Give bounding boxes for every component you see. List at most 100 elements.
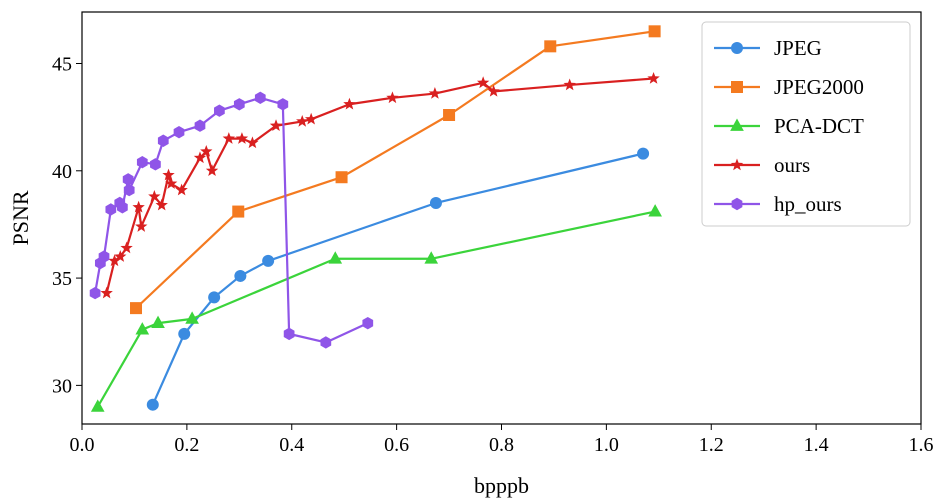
data-point-ours bbox=[647, 72, 660, 84]
y-tick-label: 40 bbox=[52, 161, 72, 183]
data-point-pca-dct bbox=[90, 399, 105, 412]
data-point-hp-ours bbox=[122, 173, 134, 186]
data-point-ours bbox=[100, 286, 113, 299]
data-point-jpeg2000 bbox=[335, 171, 348, 184]
x-tick-label: 0.4 bbox=[279, 434, 304, 456]
data-point-jpeg bbox=[178, 327, 191, 340]
data-point-ours bbox=[428, 87, 442, 99]
data-point-ours bbox=[343, 97, 356, 110]
series-pca-dct bbox=[90, 204, 662, 412]
data-point-hp-ours bbox=[320, 336, 332, 349]
data-point-ours bbox=[135, 220, 148, 232]
data-point-ours bbox=[164, 177, 178, 189]
data-point-ours bbox=[200, 144, 213, 157]
data-point-pca-dct bbox=[151, 315, 165, 329]
legend-label-pca-dct: PCA-DCT bbox=[774, 114, 864, 138]
data-point-jpeg2000 bbox=[130, 302, 143, 315]
data-point-ours bbox=[132, 200, 145, 213]
x-tick-label: 1.0 bbox=[594, 434, 619, 456]
legend-entry-pca-dct: PCA-DCT bbox=[714, 114, 864, 138]
data-point-hp-ours bbox=[283, 327, 295, 341]
x-tick-label: 0.8 bbox=[489, 434, 514, 456]
series-jpeg bbox=[146, 147, 650, 411]
data-point-ours bbox=[563, 78, 576, 91]
series-jpeg2000 bbox=[130, 25, 661, 315]
legend-entry-hp-ours: hp_ours bbox=[714, 192, 842, 216]
legend-entry-jpeg: JPEG bbox=[714, 36, 822, 60]
axis-layer: 0.0 0.2 0.4 0.6 0.8 1.0 1.2 1.4 1.6 30 35 40 45 bbox=[52, 54, 934, 457]
data-point-pca-dct bbox=[185, 311, 199, 324]
data-point-hp-ours bbox=[136, 156, 148, 169]
x-tick-label: 0.6 bbox=[384, 434, 409, 456]
data-point-ours bbox=[175, 183, 188, 196]
series-ours bbox=[100, 72, 660, 299]
data-point-jpeg2000 bbox=[443, 109, 456, 121]
data-point-ours bbox=[386, 91, 399, 104]
series-line-jpeg2000 bbox=[135, 30, 655, 309]
data-point-hp-ours bbox=[173, 125, 185, 139]
data-point-hp-ours bbox=[214, 104, 225, 117]
data-point-jpeg2000 bbox=[232, 205, 245, 218]
data-point-jpeg2000 bbox=[648, 25, 661, 38]
legend-marker-jpeg bbox=[731, 42, 743, 54]
series-line-ours bbox=[105, 77, 654, 294]
data-point-hp-ours bbox=[117, 201, 128, 214]
data-point-pca-dct bbox=[135, 322, 150, 335]
data-point-jpeg bbox=[146, 398, 159, 411]
y-tick-label: 35 bbox=[52, 268, 72, 290]
data-point-ours bbox=[193, 151, 207, 164]
data-point-pca-dct bbox=[328, 251, 343, 264]
data-point-ours bbox=[296, 114, 309, 127]
data-point-hp-ours bbox=[362, 316, 374, 330]
data-point-ours bbox=[476, 76, 490, 89]
x-tick-label: 0.0 bbox=[70, 434, 95, 456]
data-point-ours bbox=[162, 168, 175, 181]
data-point-ours bbox=[120, 241, 133, 254]
x-tick-label: 1.4 bbox=[804, 434, 829, 456]
legend-label-jpeg2000: JPEG2000 bbox=[774, 75, 864, 99]
data-point-pca-dct bbox=[424, 251, 439, 264]
x-tick-label: 1.6 bbox=[909, 434, 934, 456]
data-point-ours bbox=[114, 250, 127, 262]
data-point-ours bbox=[487, 84, 500, 97]
series-line-jpeg bbox=[151, 152, 644, 406]
data-point-pca-dct bbox=[648, 204, 662, 217]
legend: JPEG JPEG2000 PCA-DCT ours hp_ours bbox=[701, 21, 911, 227]
data-point-ours bbox=[155, 198, 168, 211]
series-line-pca-dct bbox=[96, 210, 656, 408]
data-point-ours bbox=[246, 136, 259, 149]
data-point-hp-ours bbox=[98, 250, 110, 263]
data-point-ours bbox=[205, 164, 219, 177]
data-point-ours bbox=[148, 190, 161, 202]
data-point-ours bbox=[269, 119, 283, 131]
series-hp-ours bbox=[89, 91, 374, 349]
y-axis-label: PSNR bbox=[8, 190, 33, 245]
legend-label-jpeg: JPEG bbox=[774, 36, 822, 60]
x-tick-label: 1.2 bbox=[699, 434, 724, 456]
data-point-jpeg bbox=[429, 196, 442, 209]
data-point-jpeg bbox=[208, 291, 221, 304]
data-point-ours bbox=[235, 132, 249, 144]
y-tick-label: 30 bbox=[52, 375, 72, 397]
data-point-hp-ours bbox=[105, 203, 117, 216]
legend-marker-ours bbox=[730, 158, 744, 171]
data-point-ours bbox=[222, 132, 236, 144]
legend-marker-jpeg2000 bbox=[731, 81, 743, 93]
data-point-jpeg bbox=[262, 254, 275, 267]
data-point-hp-ours bbox=[194, 119, 206, 132]
legend-box bbox=[701, 21, 911, 227]
data-point-hp-ours bbox=[150, 158, 161, 171]
data-point-hp-ours bbox=[89, 286, 101, 300]
legend-label-hp-ours: hp_ours bbox=[774, 192, 842, 216]
data-point-hp-ours bbox=[157, 134, 169, 147]
legend-entry-ours: ours bbox=[714, 153, 810, 177]
x-axis-label: bpppb bbox=[474, 473, 529, 498]
data-point-jpeg2000 bbox=[544, 40, 557, 53]
legend-marker-pca-dct bbox=[730, 118, 744, 131]
data-point-hp-ours bbox=[277, 98, 289, 111]
data-point-jpeg bbox=[637, 147, 650, 160]
data-point-jpeg bbox=[234, 269, 247, 282]
data-point-hp-ours bbox=[254, 91, 266, 105]
legend-label-ours: ours bbox=[774, 153, 810, 177]
